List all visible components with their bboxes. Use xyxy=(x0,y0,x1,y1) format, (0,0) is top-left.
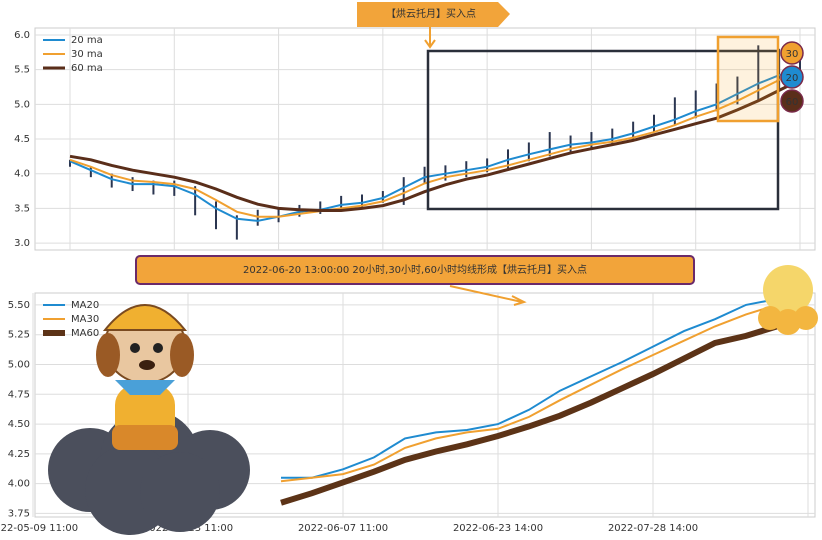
legend-label: 60 ma xyxy=(71,63,103,74)
signal-banner xyxy=(135,255,695,285)
ma-badge xyxy=(780,89,804,113)
down-arrow xyxy=(424,27,436,49)
dog-eye xyxy=(130,343,140,353)
x-tick-label: 2022-05-09 11:00 xyxy=(0,523,78,534)
series-line xyxy=(69,68,801,222)
y-tick-label: 5.0 xyxy=(14,99,30,110)
highlight-box xyxy=(716,35,780,123)
y-tick-label: 4.50 xyxy=(8,419,30,430)
pointer-arrow xyxy=(449,285,527,306)
series-line xyxy=(69,70,801,218)
moon-cloud xyxy=(794,306,818,330)
y-tick-label: 4.75 xyxy=(8,389,30,400)
legend-label: MA20 xyxy=(71,300,99,311)
y-tick-label: 4.25 xyxy=(8,449,30,460)
series-line xyxy=(69,78,801,212)
y-tick-label: 3.75 xyxy=(8,508,30,519)
y-tick-label: 3.5 xyxy=(14,203,30,214)
dog-scarf xyxy=(115,380,175,395)
legend-label: MA30 xyxy=(71,314,99,325)
signal-banner-text: 2022-06-20 13:00:00 20小时,30小时,60小时均线形成【烘… xyxy=(243,263,587,276)
series-line xyxy=(280,323,778,506)
moon xyxy=(763,265,813,315)
dog-skirt xyxy=(112,425,178,450)
dog-hat xyxy=(102,304,188,331)
ma-badge-text: 30 xyxy=(786,49,799,60)
storm-cloud xyxy=(140,452,220,532)
callout-arrow xyxy=(357,2,510,27)
ma-badge xyxy=(780,65,804,89)
y-tick-label: 4.0 xyxy=(14,169,30,180)
dog-eye xyxy=(153,343,163,353)
signal-box xyxy=(426,49,780,211)
ma-badge-text: 60 xyxy=(786,97,799,108)
legend-label: 20 ma xyxy=(71,35,103,46)
y-tick-label: 5.00 xyxy=(8,359,30,370)
dog-ear xyxy=(170,333,194,377)
legend-label: MA60 xyxy=(71,328,99,339)
y-tick-label: 4.5 xyxy=(14,134,30,145)
ma-badge-text: 20 xyxy=(786,73,799,84)
series-line xyxy=(281,298,778,479)
ma-badge xyxy=(780,41,804,65)
x-tick-label: 2022-06-23 14:00 xyxy=(453,523,543,534)
y-tick-label: 5.25 xyxy=(8,330,30,341)
y-tick-label: 3.0 xyxy=(14,238,30,249)
y-tick-label: 6.0 xyxy=(14,30,30,41)
legend-label: 30 ma xyxy=(71,49,103,60)
y-tick-label: 4.00 xyxy=(8,479,30,490)
y-tick-label: 5.50 xyxy=(8,300,30,311)
series-line xyxy=(280,303,778,483)
callout-text: 【烘云托月】买入点 xyxy=(386,7,476,20)
y-tick-label: 5.5 xyxy=(14,65,30,76)
dog-nose xyxy=(139,360,155,370)
x-tick-label: 2022-07-28 14:00 xyxy=(608,523,698,534)
x-tick-label: 2022-06-07 11:00 xyxy=(298,523,388,534)
bottom-frame xyxy=(34,292,816,518)
dog-ear xyxy=(96,333,120,377)
